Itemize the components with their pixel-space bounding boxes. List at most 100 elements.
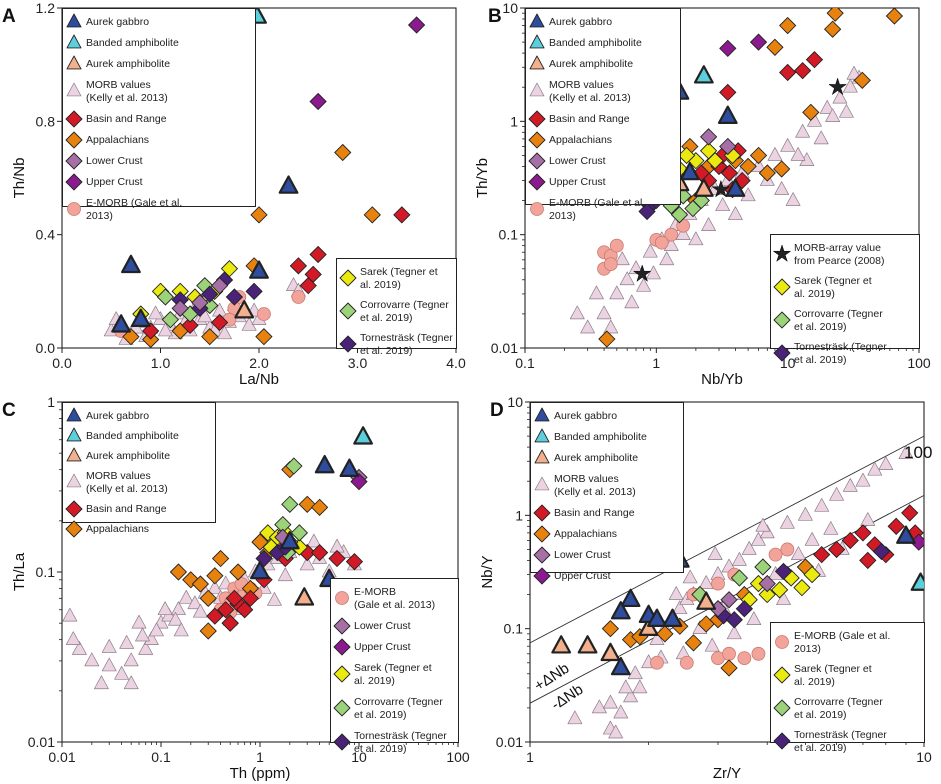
point-morb xyxy=(767,147,783,161)
point-morb xyxy=(867,461,883,476)
legend-extra-A-label-sarek-line2: al. 2019) xyxy=(360,279,401,291)
point-sarek xyxy=(677,146,696,165)
point-basin-range xyxy=(827,540,846,559)
point-sarek xyxy=(770,581,789,599)
point-appalachians xyxy=(766,38,784,56)
legend-main-A-marker-aurek_gabbro xyxy=(66,13,82,28)
point-basin-range xyxy=(793,62,812,80)
legend-extra-A-marker-tornestrask xyxy=(339,335,357,353)
point-tornestrask xyxy=(245,282,263,300)
legend-main-B-marker-lower_crust xyxy=(528,152,546,170)
point-morb xyxy=(171,601,186,616)
point-aurek-gabbro xyxy=(314,454,335,474)
point-morb xyxy=(623,688,638,703)
x-tick-label-C: 0.01 xyxy=(48,749,75,765)
x-tick-label-B: 1 xyxy=(652,355,660,371)
point-upper-crust xyxy=(749,33,768,51)
point-tornestrask xyxy=(225,288,244,306)
legend-main-A-marker-basin_range xyxy=(65,110,83,128)
point-appalachians xyxy=(255,328,273,346)
point-basin-range xyxy=(854,524,872,542)
legend-main-B-marker-upper_crust xyxy=(528,173,546,191)
legend-extra-C-label-sarek: Sarek (Tegner et xyxy=(354,662,432,674)
point-upper-crust xyxy=(309,92,327,111)
legend-main-A-marker-banded_amphibolite xyxy=(66,34,82,49)
legend-extra-B-label-pearce_star-line2: from Pearce (2008) xyxy=(794,255,884,267)
point-appalachians xyxy=(601,620,620,638)
point-upper-crust xyxy=(407,16,426,34)
point-basin-range xyxy=(236,601,254,619)
point-morb xyxy=(596,305,612,320)
x-tick-label-C: 0.1 xyxy=(151,749,171,765)
legend-main-C-marker-basin_range xyxy=(65,500,83,518)
point-lower-crust xyxy=(699,128,718,146)
legend-extra-D-marker-emorb xyxy=(775,635,789,649)
point-morb xyxy=(603,319,619,334)
legend-main-A-label-morb: MORB values xyxy=(86,79,151,91)
legend-main-B-marker-aurek_amphibolite xyxy=(529,55,545,70)
point-appalachians xyxy=(826,8,844,22)
point-sarek xyxy=(803,565,821,584)
annotation-contour-100: 100 xyxy=(904,443,932,462)
point-banded-amphibolite xyxy=(693,65,714,84)
point-morb xyxy=(779,514,795,529)
point-basin-range xyxy=(328,549,346,568)
point-basin-range xyxy=(181,316,199,334)
legend-main-A-label-emorb: E-MORB (Gale et al. xyxy=(86,197,182,209)
point-aurek-gabbro xyxy=(111,314,131,333)
point-basin-range xyxy=(310,543,329,562)
panel-letter-D: D xyxy=(490,400,504,421)
panel-letter-C: C xyxy=(2,400,16,421)
y-tick-label-B: 0.01 xyxy=(491,340,518,356)
legend-extra-B-marker-sarek xyxy=(773,278,791,296)
legend-extra-B-label-pearce_star: MORB-array value xyxy=(794,242,881,254)
point-appalachians xyxy=(885,8,904,25)
x-tick-label-D: 1 xyxy=(526,749,534,765)
point-morb xyxy=(649,631,665,645)
legend-main-B-marker-basin_range xyxy=(528,110,546,128)
point-morb xyxy=(119,635,135,649)
point-basin-range xyxy=(221,614,239,632)
y-tick-label-C: 0.1 xyxy=(36,564,56,580)
point-tornestrask xyxy=(638,202,656,221)
point-morb xyxy=(842,78,858,93)
point-morb xyxy=(701,217,716,232)
point-lower-crust xyxy=(719,137,737,156)
point-morb xyxy=(675,226,691,240)
point-morb xyxy=(101,639,117,653)
point-basin-range xyxy=(142,322,160,340)
point-appalachians xyxy=(749,146,768,165)
point-sarek xyxy=(793,579,811,597)
point-morb xyxy=(755,517,771,532)
y-tick-label-B: 10 xyxy=(502,0,518,16)
legend-main-C-marker-aurek_amphibolite xyxy=(66,447,82,462)
point-morb xyxy=(589,285,604,300)
legend-extra-B-label-tornestrask: Tornesträsk (Tegner xyxy=(794,341,887,353)
point-aurek-gabbro xyxy=(620,588,641,608)
y-axis-label-A: Th/Nb xyxy=(11,158,28,199)
point-emorb xyxy=(751,646,766,661)
point-morb xyxy=(842,478,858,492)
point-morb xyxy=(776,591,791,606)
point-appalachians xyxy=(211,549,230,568)
point-basin-range xyxy=(289,257,308,275)
legend-extra-D-label-tornestrask-line2: et al. 2019) xyxy=(794,742,847,754)
point-appalachians xyxy=(191,575,210,593)
point-appalachians xyxy=(199,622,217,640)
point-sarek xyxy=(758,585,776,604)
point-morb xyxy=(746,611,762,626)
legend-main-C-label-appalachians: Appalachians xyxy=(86,523,149,535)
y-tick-label-A: 0.4 xyxy=(36,227,56,243)
legend-main-A-label-lower_crust: Lower Crust xyxy=(86,155,143,167)
point-basin-range xyxy=(805,51,824,69)
point-morb xyxy=(795,123,811,138)
points-B xyxy=(569,8,904,348)
point-morb xyxy=(131,614,147,629)
legend-main-D-marker-aurek_amphibolite xyxy=(534,449,550,464)
point-morb xyxy=(101,657,117,672)
point-morb xyxy=(726,625,742,640)
point-basin-range xyxy=(241,589,260,607)
point-appalachians xyxy=(853,71,871,89)
